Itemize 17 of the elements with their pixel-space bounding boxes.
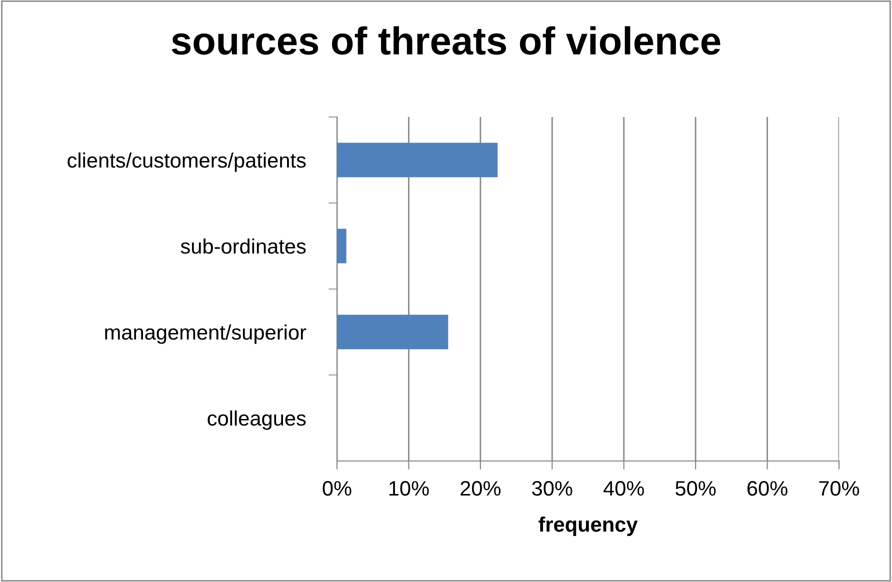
- y-tick-label: sub-ordinates: [180, 238, 306, 254]
- x-tick-label: 0%: [322, 480, 352, 496]
- bar: [337, 142, 498, 178]
- chart-title: sources of threats of violence: [172, 26, 720, 55]
- x-tick-label: 20%: [460, 480, 501, 496]
- x-tick-label: 30%: [532, 480, 572, 496]
- y-tick-label: management/superior: [105, 324, 306, 344]
- bar: [337, 228, 346, 264]
- y-tick-label: colleagues: [208, 410, 306, 430]
- y-tick-label: clients/customers/patients: [68, 152, 306, 172]
- x-tick-label: 70%: [819, 480, 860, 496]
- x-tick-label: 40%: [603, 480, 644, 496]
- x-axis-title: frequency: [538, 516, 638, 536]
- bar: [337, 314, 448, 350]
- x-tick-label: 10%: [389, 480, 429, 496]
- x-tick-label: 50%: [676, 480, 716, 496]
- x-tick-label: 60%: [747, 480, 788, 496]
